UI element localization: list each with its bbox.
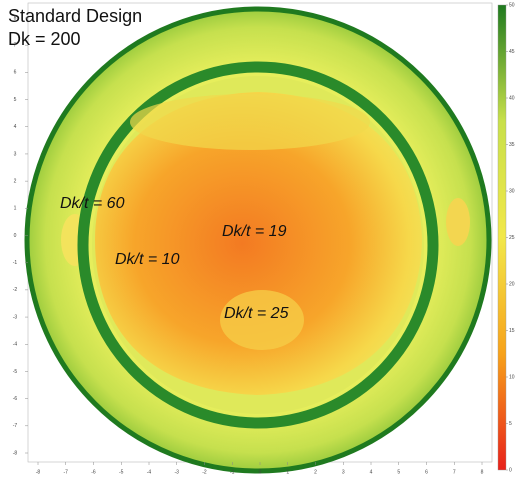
x-tick-label: 1 [286,469,289,475]
colorbar-tick-label: 40 [509,95,515,101]
x-tick-label: -1 [230,469,235,475]
y-tick-label: -1 [13,260,18,266]
y-tick-label: -6 [13,396,18,402]
colorbar-tick-label: 15 [509,328,515,334]
y-tick-label: 2 [14,178,17,184]
y-tick-label: -8 [13,450,18,456]
x-tick-label: -2 [202,469,207,475]
annotation: Dk/t = 60 [60,195,125,212]
annotation: Dk/t = 10 [115,251,180,268]
x-tick-label: -7 [64,469,69,475]
colorbar-tick-label: 10 [509,374,515,380]
x-tick-label: 7 [453,469,456,475]
x-tick-label: -4 [147,469,152,475]
x-tick-label: 2 [314,469,317,475]
y-tick-label: 3 [14,151,17,157]
colorbar-tick-label: 30 [509,188,515,194]
colorbar-tick-label: 25 [509,235,515,241]
y-tick-label: 0 [14,233,17,239]
y-tick-label: -7 [13,423,18,429]
colorbar-tick-label: 5 [509,421,512,427]
colorbar-tick-label: 45 [509,49,515,55]
subtitle: Dk = 200 [8,29,81,49]
colorbar-tick-label: 35 [509,142,515,148]
colorbar-tick-label: 0 [509,467,512,473]
x-tick-label: -5 [119,469,124,475]
x-tick-label: -3 [175,469,180,475]
y-tick-label: -2 [13,287,18,293]
y-tick-label: 7 [14,43,17,49]
x-tick-label: 4 [370,469,373,475]
lens-map [24,6,492,474]
annotation: Dk/t = 25 [224,305,289,322]
y-tick-label: -4 [13,342,18,348]
y-tick-label: -5 [13,369,18,375]
x-tick-label: 8 [481,469,484,475]
title: Standard Design [8,6,142,26]
y-tick-label: 1 [14,206,17,212]
x-tick-label: 6 [425,469,428,475]
colorbar [497,4,507,471]
x-tick-label: -8 [36,469,41,475]
x-tick-label: -6 [91,469,96,475]
y-tick-label: 5 [14,97,17,103]
y-tick-label: -3 [13,314,18,320]
colorbar-tick-label: 20 [509,281,515,287]
y-tick-label: 8 [14,15,17,21]
x-tick-label: 0 [259,469,262,475]
x-tick-label: 3 [342,469,345,475]
y-tick-label: 4 [14,124,17,130]
colorbar-tick-label: 50 [509,2,515,8]
annotation: Dk/t = 19 [222,223,287,240]
y-tick-label: 6 [14,70,17,76]
x-tick-label: 5 [397,469,400,475]
